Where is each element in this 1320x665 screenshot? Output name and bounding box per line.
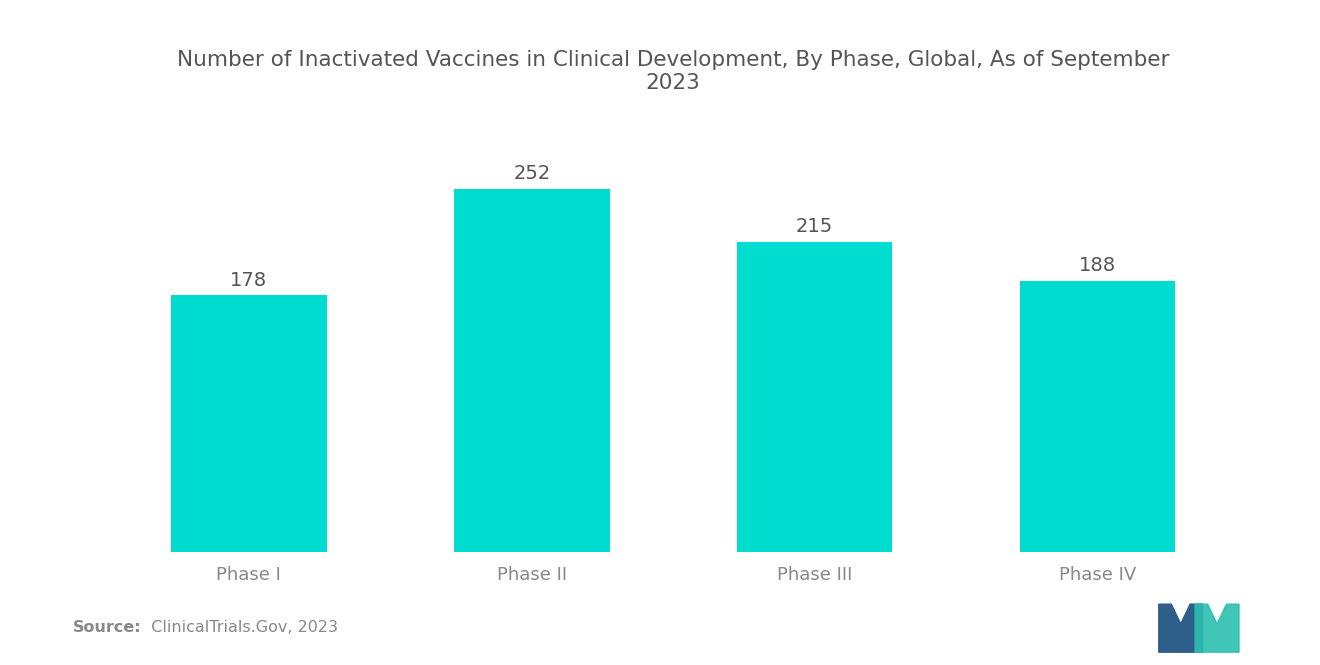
Title: Number of Inactivated Vaccines in Clinical Development, By Phase, Global, As of : Number of Inactivated Vaccines in Clinic… xyxy=(177,50,1170,93)
Polygon shape xyxy=(1159,604,1203,652)
Bar xyxy=(1019,281,1175,552)
Text: 215: 215 xyxy=(796,217,833,237)
Bar xyxy=(172,295,327,552)
Bar xyxy=(737,242,892,552)
Text: 252: 252 xyxy=(513,164,550,183)
Polygon shape xyxy=(1195,604,1239,652)
Text: ClinicalTrials.Gov, 2023: ClinicalTrials.Gov, 2023 xyxy=(141,620,338,635)
Text: 188: 188 xyxy=(1078,256,1115,275)
Bar xyxy=(454,189,610,552)
Text: Source:: Source: xyxy=(73,620,141,635)
Text: 178: 178 xyxy=(231,271,268,290)
